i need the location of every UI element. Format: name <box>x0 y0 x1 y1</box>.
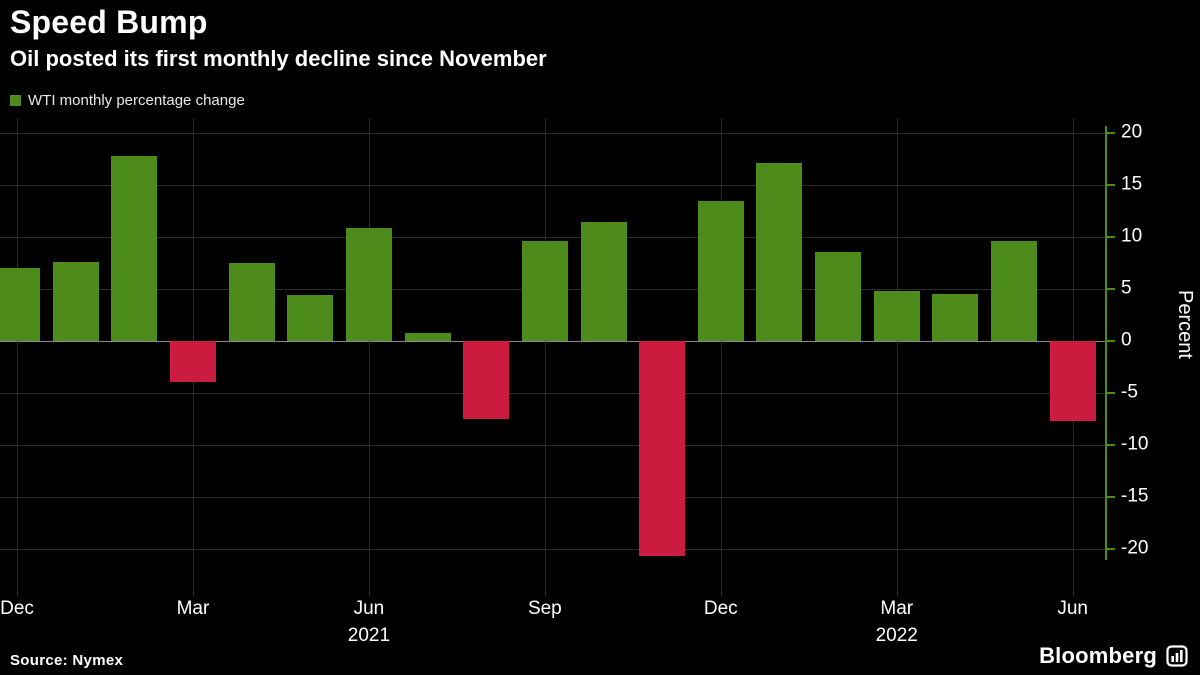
bar-apr-2021 <box>228 263 275 341</box>
h-gridline <box>0 237 1105 238</box>
y-tick-label: -5 <box>1121 381 1138 403</box>
y-tick <box>1105 288 1115 290</box>
x-axis: Dec Mar Jun Sep Dec Mar Jun 2021 2022 <box>0 598 1105 652</box>
y-axis: 20 15 10 5 0 -5 -10 -15 -20 <box>1105 118 1200 596</box>
bar-may-2021 <box>287 295 334 341</box>
legend-label: WTI monthly percentage change <box>28 92 245 109</box>
v-gridline <box>369 118 370 596</box>
bar-may-2022 <box>991 241 1038 341</box>
legend-swatch-icon <box>10 95 21 106</box>
bar-feb-2022 <box>815 251 862 341</box>
brand-text: Bloomberg <box>1039 643 1157 668</box>
v-gridline <box>545 118 546 596</box>
page-title: Speed Bump <box>10 4 208 40</box>
bar-jan-2022 <box>756 163 803 341</box>
y-tick <box>1105 340 1115 342</box>
x-tick-label: Dec <box>0 598 34 619</box>
h-gridline <box>0 549 1105 550</box>
bar-aug-2021 <box>463 341 510 419</box>
y-tick-label: 20 <box>1121 121 1143 143</box>
bar-feb-2021 <box>111 155 158 341</box>
bar-apr-2022 <box>932 294 979 341</box>
x-tick-label: Jun <box>1057 598 1089 619</box>
bar-jan-2021 <box>52 261 99 341</box>
year-label: 2022 <box>875 625 918 646</box>
x-tick-label: Mar <box>176 598 210 619</box>
bar-jul-2021 <box>404 332 451 341</box>
y-tick-label: 15 <box>1121 173 1143 195</box>
legend: WTI monthly percentage change <box>10 92 245 109</box>
year-label: 2021 <box>347 625 391 646</box>
y-tick <box>1105 236 1115 238</box>
h-gridline <box>0 497 1105 498</box>
bar-mar-2021 <box>169 341 216 382</box>
v-gridline <box>721 118 722 596</box>
x-tick-label: Jun <box>353 598 385 619</box>
y-tick-label: 10 <box>1121 225 1143 247</box>
y-tick <box>1105 444 1115 446</box>
bloomberg-logo: Bloomberg <box>1039 643 1188 669</box>
x-tick-label: Dec <box>703 598 738 619</box>
h-gridline <box>0 393 1105 394</box>
bar-dec-2020 <box>0 268 40 341</box>
source-label: Source: Nymex <box>10 652 124 669</box>
y-tick <box>1105 392 1115 394</box>
bar-nov-2021 <box>639 341 686 557</box>
y-axis-title: Percent <box>1174 290 1196 359</box>
y-tick <box>1105 132 1115 134</box>
y-tick-label: 0 <box>1121 329 1132 351</box>
bar-oct-2021 <box>580 222 627 341</box>
bar-mar-2022 <box>873 291 920 341</box>
y-axis-line <box>1105 126 1107 560</box>
x-tick-label: Sep <box>527 598 562 619</box>
bar-jun-2021 <box>345 227 392 341</box>
zero-line <box>0 341 1105 342</box>
bar-jun-2022 <box>1049 341 1096 422</box>
bar-sep-2021 <box>521 241 568 341</box>
y-tick-label: -15 <box>1121 485 1149 507</box>
y-tick <box>1105 184 1115 186</box>
y-tick-label: -20 <box>1121 537 1149 559</box>
h-gridline <box>0 445 1105 446</box>
plot-area <box>0 118 1105 596</box>
bar-chart-icon <box>1166 645 1188 667</box>
v-gridline <box>17 118 18 596</box>
page-subtitle: Oil posted its first monthly decline sin… <box>10 46 547 71</box>
y-tick-label: 5 <box>1121 277 1132 299</box>
x-tick-label: Mar <box>880 598 914 619</box>
v-gridline <box>897 118 898 596</box>
bar-dec-2021 <box>697 200 744 341</box>
y-tick <box>1105 496 1115 498</box>
y-tick-label: -10 <box>1121 433 1149 455</box>
h-gridline <box>0 185 1105 186</box>
y-tick <box>1105 548 1115 550</box>
h-gridline <box>0 133 1105 134</box>
